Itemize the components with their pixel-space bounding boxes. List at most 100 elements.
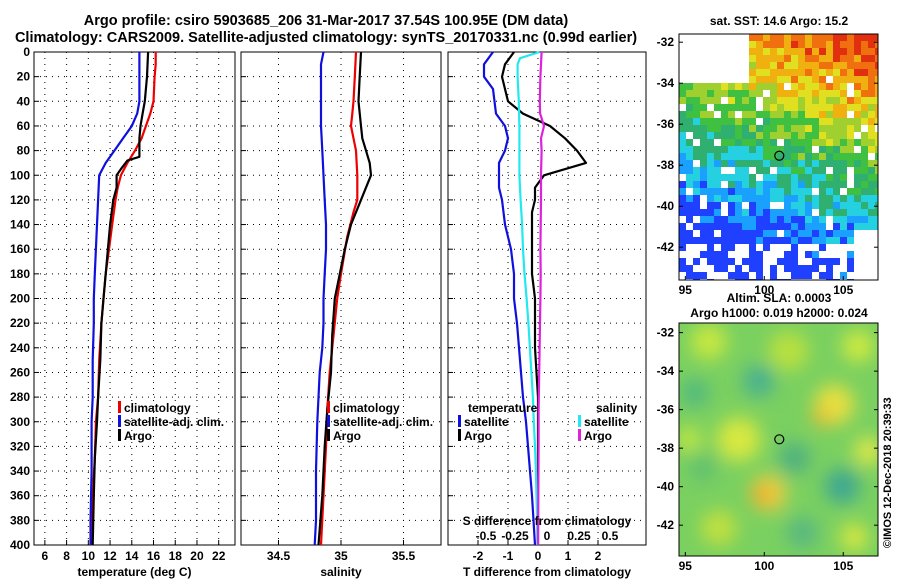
sst-pixel bbox=[819, 237, 826, 244]
sst-pixel bbox=[805, 83, 812, 90]
sst-pixel bbox=[707, 167, 714, 174]
sst-pixel bbox=[840, 202, 847, 209]
sst-pixel bbox=[819, 272, 826, 279]
sst-pixel bbox=[826, 258, 833, 265]
sst-pixel bbox=[679, 125, 686, 132]
sst-pixel bbox=[749, 216, 756, 223]
imos-watermark: ©IMOS 12-Dec-2018 20:39:33 bbox=[882, 397, 894, 548]
sst-pixel bbox=[756, 167, 763, 174]
legend-label: satellite bbox=[584, 415, 629, 429]
sst-pixel bbox=[840, 132, 847, 139]
sla-anomaly-blob bbox=[824, 468, 861, 505]
sst-pixel bbox=[840, 55, 847, 62]
sst-lon-label: 100 bbox=[754, 283, 774, 297]
legend-swatch bbox=[327, 401, 330, 413]
sst-lat-label: -42 bbox=[657, 240, 675, 254]
sst-pixel bbox=[749, 146, 756, 153]
sst-pixel bbox=[714, 146, 721, 153]
sst-pixel bbox=[777, 55, 784, 62]
sst-lat-label: -38 bbox=[657, 158, 675, 172]
sst-pixel bbox=[798, 125, 805, 132]
sst-pixel bbox=[777, 118, 784, 125]
sst-pixel bbox=[742, 90, 749, 97]
series-line-argo bbox=[91, 51, 150, 546]
sst-pixel bbox=[819, 48, 826, 55]
sst-pixel bbox=[700, 111, 707, 118]
series-line-salinity-satellite bbox=[516, 50, 540, 546]
sst-pixel bbox=[721, 237, 728, 244]
sst-pixel bbox=[840, 167, 847, 174]
sst-pixel bbox=[721, 83, 728, 90]
sst-pixel bbox=[840, 34, 847, 41]
sst-pixel bbox=[686, 83, 693, 90]
sst-pixel bbox=[868, 69, 875, 76]
sst-pixel bbox=[840, 111, 847, 118]
sst-pixel bbox=[721, 230, 728, 237]
sst-pixel bbox=[826, 174, 833, 181]
sst-pixel bbox=[749, 237, 756, 244]
sst-pixel bbox=[686, 265, 693, 272]
sst-pixel bbox=[791, 167, 798, 174]
sst-pixel bbox=[777, 237, 784, 244]
legend-label: climatology bbox=[333, 401, 400, 415]
sst-pixel bbox=[798, 76, 805, 83]
sst-pixel bbox=[791, 195, 798, 202]
sst-map-title: sat. SST: 14.6 Argo: 15.2 bbox=[710, 14, 849, 28]
sst-pixel bbox=[763, 76, 770, 83]
sst-pixel bbox=[693, 195, 700, 202]
sst-pixel bbox=[679, 209, 686, 216]
sst-pixel bbox=[763, 160, 770, 167]
sst-pixel bbox=[854, 195, 861, 202]
sst-pixel bbox=[854, 55, 861, 62]
sst-pixel bbox=[819, 216, 826, 223]
sst-pixel bbox=[686, 104, 693, 111]
sst-pixel bbox=[812, 251, 819, 258]
sst-pixel bbox=[861, 139, 868, 146]
sst-pixel bbox=[721, 153, 728, 160]
sst-pixel bbox=[861, 97, 868, 104]
sst-pixel bbox=[721, 216, 728, 223]
sst-pixel bbox=[798, 69, 805, 76]
x-axis-label: T difference from climatology bbox=[463, 565, 631, 579]
sst-pixel bbox=[784, 160, 791, 167]
sst-pixel bbox=[777, 69, 784, 76]
sst-pixel bbox=[791, 272, 798, 279]
sst-lat-label: -34 bbox=[657, 76, 675, 90]
sst-pixel bbox=[714, 216, 721, 223]
sst-pixel bbox=[791, 83, 798, 90]
sst-pixel bbox=[805, 265, 812, 272]
sla-lat-label: -36 bbox=[657, 403, 675, 417]
sst-pixel bbox=[749, 244, 756, 251]
y-tick-label: 320 bbox=[10, 439, 30, 453]
salinity-difference-axis-label: S difference from climatology bbox=[463, 514, 632, 528]
sst-pixel bbox=[847, 125, 854, 132]
sst-pixel bbox=[819, 69, 826, 76]
sst-pixel bbox=[868, 62, 875, 69]
sst-pixel bbox=[826, 111, 833, 118]
sst-pixel bbox=[798, 139, 805, 146]
y-tick-label: 160 bbox=[10, 242, 30, 256]
sst-pixel bbox=[763, 216, 770, 223]
sst-pixel bbox=[833, 48, 840, 55]
sst-pixel bbox=[875, 48, 878, 55]
sst-pixel bbox=[735, 118, 742, 125]
sst-pixel bbox=[833, 132, 840, 139]
sst-pixel bbox=[770, 237, 777, 244]
salinity-difference-tick: -0.25 bbox=[501, 529, 529, 543]
sst-pixel bbox=[847, 195, 854, 202]
sst-pixel bbox=[791, 62, 798, 69]
sst-pixel bbox=[854, 209, 861, 216]
sst-pixel bbox=[791, 237, 798, 244]
sst-pixel bbox=[854, 97, 861, 104]
sst-pixel bbox=[714, 237, 721, 244]
sst-pixel bbox=[798, 90, 805, 97]
sst-pixel bbox=[735, 104, 742, 111]
sst-pixel bbox=[686, 160, 693, 167]
sst-pixel bbox=[749, 125, 756, 132]
x-tick-label: 34.5 bbox=[267, 549, 291, 563]
sst-pixel bbox=[707, 153, 714, 160]
sst-pixel bbox=[875, 139, 878, 146]
sst-pixel bbox=[784, 69, 791, 76]
sst-pixel bbox=[777, 111, 784, 118]
sst-pixel bbox=[742, 209, 749, 216]
